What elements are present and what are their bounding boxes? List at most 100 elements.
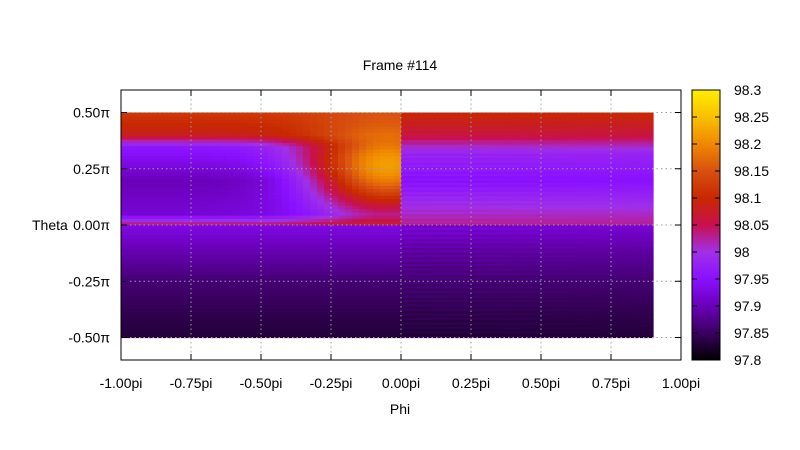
heatmap-cell (401, 297, 410, 300)
heatmap-cell (177, 195, 185, 200)
heatmap-cell (468, 220, 478, 224)
heatmap-cell (219, 274, 227, 279)
heatmap-cell (331, 324, 339, 329)
heatmap-cell (426, 155, 436, 159)
heatmap-cell (149, 125, 157, 130)
heatmap-cell (317, 188, 325, 193)
heatmap-cell (366, 221, 374, 226)
heatmap-cell (268, 258, 276, 262)
heatmap-cell (303, 221, 311, 226)
heatmap-cell (535, 297, 545, 300)
heatmap-cell (409, 132, 419, 136)
heatmap-cell (191, 129, 199, 133)
heatmap-cell (485, 207, 494, 210)
heatmap-cell (345, 221, 353, 226)
heatmap-cell (543, 184, 553, 188)
heatmap-cell (602, 193, 612, 197)
heatmap-cell (338, 264, 346, 269)
heatmap-cell (602, 279, 612, 282)
heatmap-cell (468, 292, 478, 296)
heatmap-cell (359, 264, 367, 269)
heatmap-cell (128, 234, 136, 239)
heatmap-cell (240, 311, 248, 315)
heatmap-cell (191, 175, 199, 180)
heatmap-cell (387, 304, 395, 309)
heatmap-cell (485, 164, 494, 168)
heatmap-cell (485, 335, 494, 339)
heatmap-cell (170, 172, 178, 176)
heatmap-cell (254, 307, 262, 312)
heatmap-cell (602, 301, 612, 305)
heatmap-cell (560, 285, 570, 289)
heatmap-cell (303, 284, 311, 289)
heatmap-cell (543, 195, 553, 199)
heatmap-cell (443, 317, 452, 321)
heatmap-cell (585, 211, 595, 215)
heatmap-cell (577, 312, 587, 316)
heatmap-cell (352, 334, 360, 339)
heatmap-cell (121, 211, 129, 216)
heatmap-cell (128, 238, 136, 243)
heatmap-cell (331, 291, 339, 296)
heatmap-cell (585, 290, 595, 294)
heatmap-cell (585, 119, 595, 123)
heatmap-cell (205, 294, 213, 299)
heatmap-cell (569, 288, 578, 291)
heatmap-cell (619, 119, 629, 123)
heatmap-cell (156, 155, 164, 160)
heatmap-cell (324, 175, 332, 180)
heatmap-cell (317, 294, 325, 299)
heatmap-cell (268, 145, 276, 150)
heatmap-cell (619, 290, 629, 294)
heatmap-cell (275, 218, 283, 223)
heatmap-cell (331, 241, 339, 246)
heatmap-cell (409, 294, 419, 298)
heatmap-cell (426, 306, 436, 309)
heatmap-cell (261, 115, 269, 120)
heatmap-cell (451, 186, 461, 190)
heatmap-cell (184, 231, 192, 236)
heatmap-cell (170, 274, 178, 279)
heatmap-cell (476, 279, 486, 282)
heatmap-cell (247, 205, 255, 210)
heatmap-cell (451, 114, 461, 118)
heatmap-cell (282, 201, 290, 206)
heatmap-cell (205, 320, 213, 325)
heatmap-cell (569, 121, 578, 125)
heatmap-cell (585, 294, 595, 298)
heatmap-cell (426, 294, 436, 298)
heatmap-cell (543, 310, 553, 314)
heatmap-cell (485, 303, 494, 307)
heatmap-cell (493, 279, 503, 282)
heatmap-cell (352, 264, 360, 269)
heatmap-cell (459, 193, 469, 197)
heatmap-cell (275, 231, 283, 236)
heatmap-cell (156, 142, 164, 147)
heatmap-cell (569, 310, 578, 314)
heatmap-cell (527, 123, 536, 127)
heatmap-cell (394, 165, 402, 170)
heatmap-cell (387, 317, 395, 322)
heatmap-cell (254, 327, 262, 332)
heatmap-cell (644, 148, 654, 152)
heatmap-cell (644, 310, 654, 314)
heatmap-cell (611, 303, 620, 307)
heatmap-cell (198, 268, 206, 272)
heatmap-cell (261, 277, 269, 282)
heatmap-cell (170, 317, 178, 322)
heatmap-cell (560, 148, 570, 152)
heatmap-cell (560, 112, 570, 116)
heatmap-cell (501, 317, 511, 321)
heatmap-cell (527, 285, 536, 289)
heatmap-cell (135, 284, 143, 289)
heatmap-cell (149, 274, 157, 279)
heatmap-cell (352, 221, 360, 226)
heatmap-cell (644, 155, 654, 159)
heatmap-cell (443, 299, 452, 303)
heatmap-cell (373, 112, 381, 117)
heatmap-cell (451, 128, 461, 132)
heatmap-cell (636, 195, 646, 199)
heatmap-cell (459, 317, 469, 321)
heatmap-cell (177, 145, 185, 150)
heatmap-cell (177, 281, 185, 286)
